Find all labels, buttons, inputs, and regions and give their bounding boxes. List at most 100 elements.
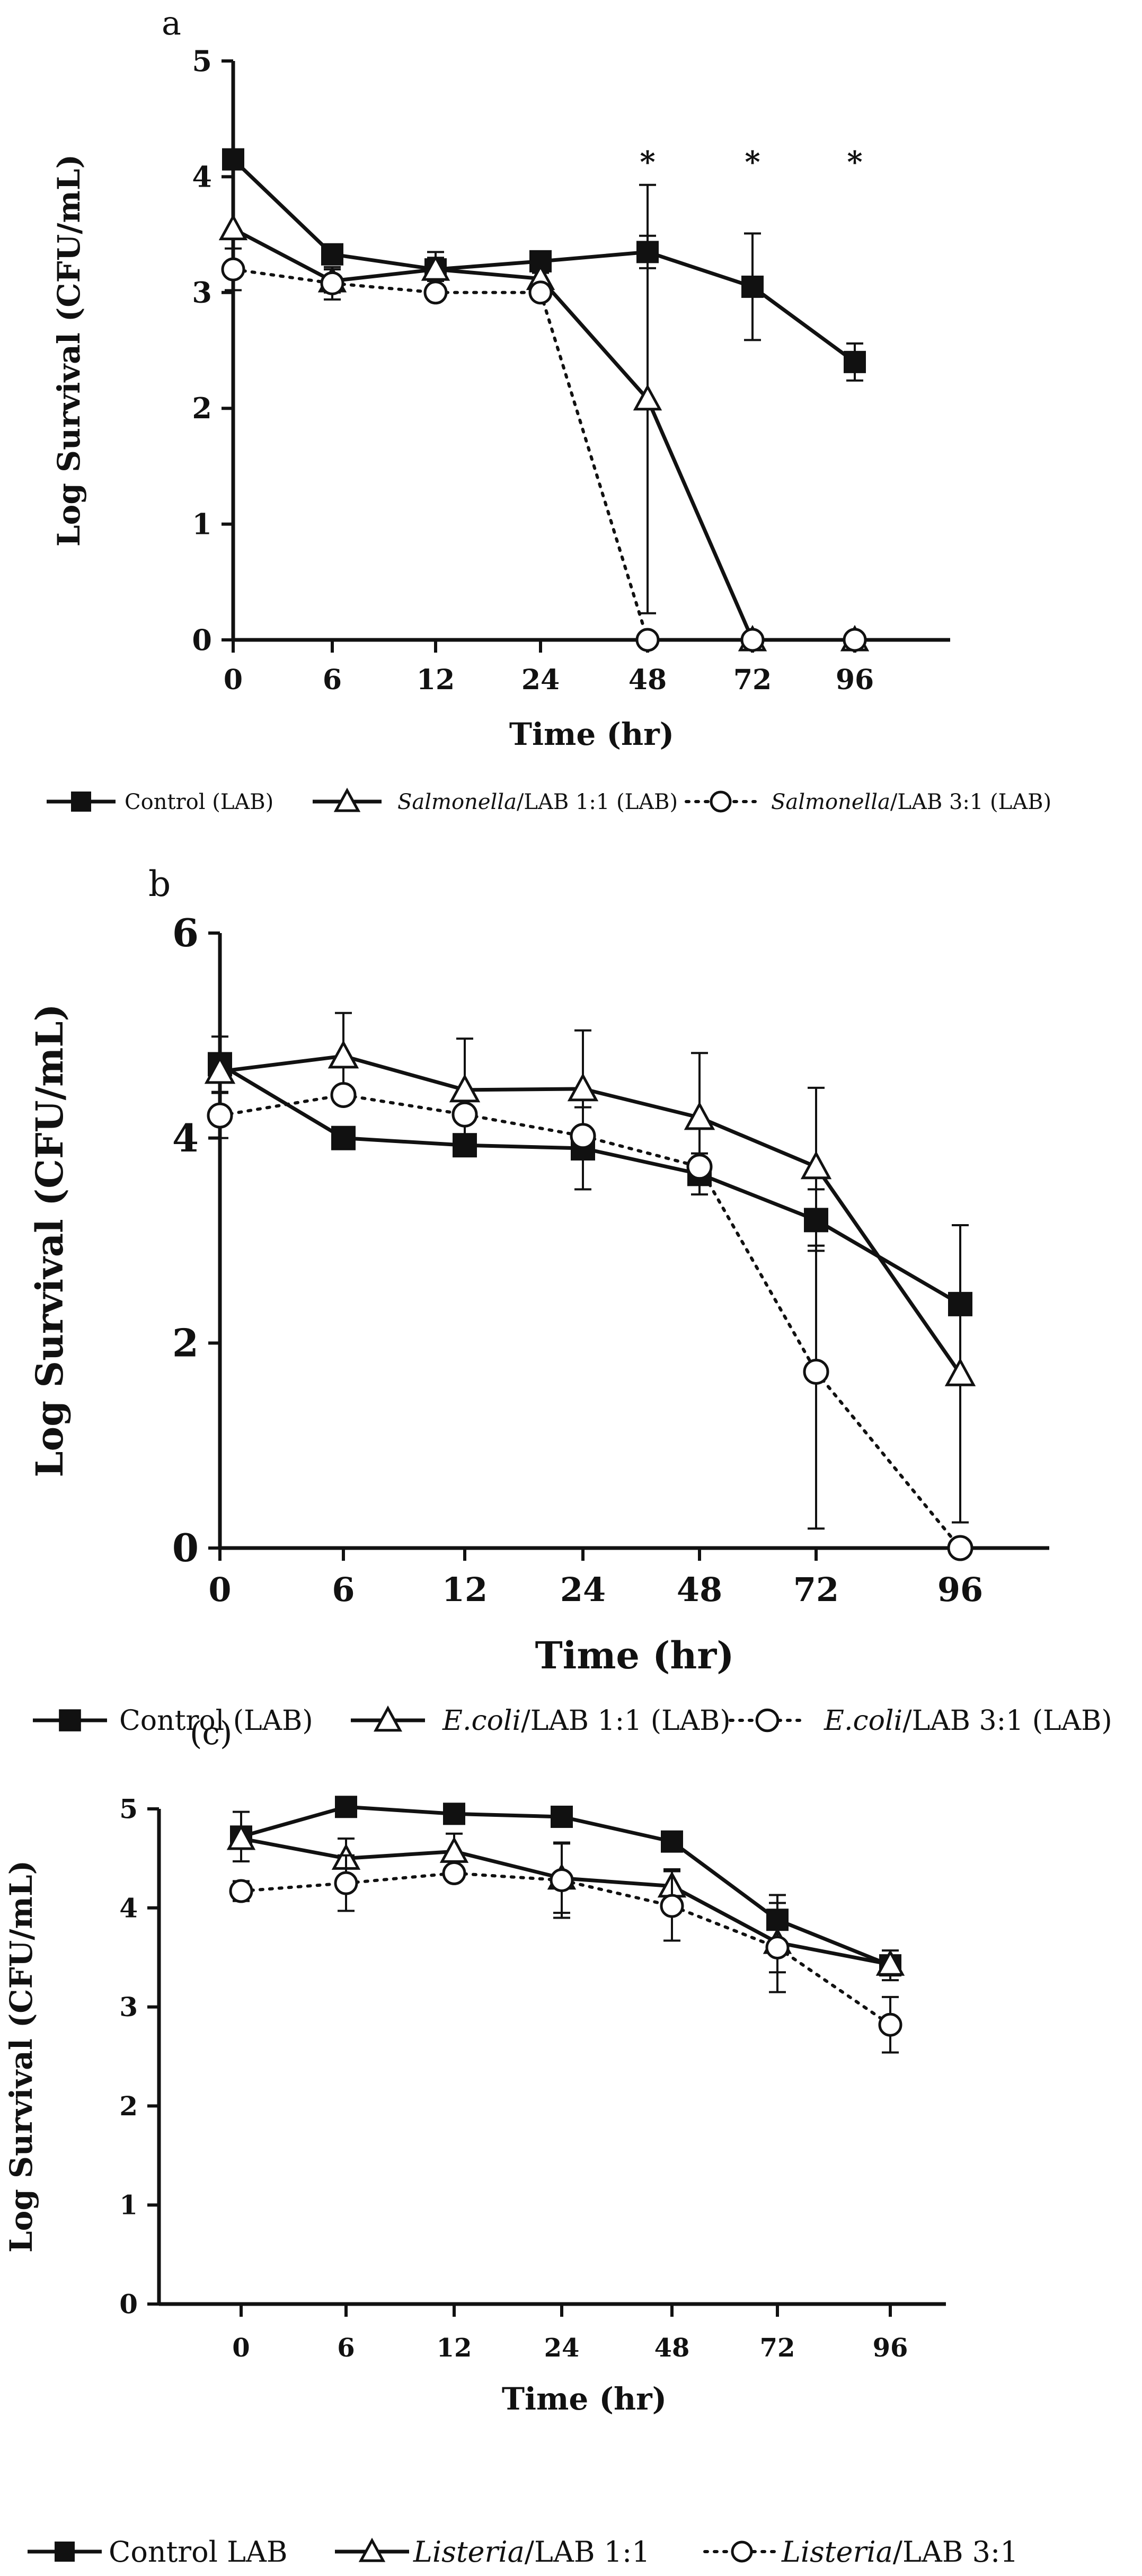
data-point-square: [443, 1803, 465, 1825]
data-point-circle: [334, 1871, 358, 1895]
x-tick-label: 48: [628, 664, 667, 696]
series-line-segment: [343, 1054, 465, 1092]
data-point-triangle: [944, 1358, 976, 1386]
x-tick-label: 6: [323, 664, 342, 696]
data-point-circle: [221, 257, 245, 282]
series-line-segment: [776, 1918, 891, 1967]
x-tick-label: 48: [677, 1570, 722, 1609]
y-tick-label: 2: [172, 1321, 199, 1366]
data-point-circle: [528, 280, 553, 305]
series-line-segment: [539, 277, 649, 401]
series-line-segment: [346, 1849, 455, 1860]
data-point-circle: [229, 1879, 253, 1903]
data-point-triangle: [800, 1150, 832, 1180]
series-1: [222, 148, 866, 382]
series-line-segment: [815, 1370, 962, 1550]
legend-marker-triangle: [333, 787, 361, 812]
data-point-circle: [320, 271, 344, 295]
legend-marker-triangle: [373, 1705, 403, 1732]
series-line-segment: [218, 1093, 345, 1118]
y-tick-label: 2: [192, 391, 212, 425]
data-point-square: [844, 350, 866, 373]
x-tick-label: 6: [337, 2333, 355, 2363]
legend-label: E.coli/LAB 1:1 (LAB): [442, 1705, 731, 1737]
x-tick-label: 0: [208, 1570, 231, 1609]
y-tick-label: 3: [119, 1991, 138, 2023]
x-tick-label: 12: [417, 664, 455, 696]
legend-marker-square: [71, 792, 91, 812]
data-point-circle: [947, 1535, 973, 1561]
data-point-square: [335, 1796, 357, 1818]
data-point-circle: [550, 1868, 574, 1892]
series-line-segment: [219, 1054, 344, 1074]
series-line-segment: [332, 252, 436, 271]
series-line-segment: [453, 1871, 563, 1882]
series-line-segment: [232, 158, 334, 256]
legend-marker-square: [59, 1709, 81, 1731]
legend-marker-circle: [731, 2540, 753, 2563]
y-tick-label: 1: [119, 2190, 138, 2221]
significance-mark: *: [847, 145, 862, 180]
data-point-triangle: [684, 1101, 715, 1130]
series-line-segment: [241, 1805, 347, 1839]
series-3: [221, 247, 867, 652]
series-line-segment: [464, 1143, 583, 1150]
series-line-segment: [698, 1165, 818, 1374]
legend-marker-triangle: [358, 2537, 386, 2562]
legend: Control (LAB) E.coli/LAB 1:1 (LAB) E.coli/…: [33, 1705, 1112, 1737]
series-2: [226, 1823, 905, 1976]
series-line-segment: [435, 259, 541, 271]
x-axis-label: Time (hr): [509, 716, 674, 752]
series-line-segment: [815, 1165, 962, 1375]
series-line-segment: [561, 1876, 672, 1888]
series-1: [208, 1035, 972, 1316]
x-tick-label: 6: [332, 1570, 355, 1609]
legend-label-italic: Salmonella: [397, 790, 517, 814]
legend-label: Control (LAB): [125, 790, 273, 814]
x-tick-label: 12: [437, 2333, 472, 2363]
data-point-circle: [740, 628, 765, 652]
series-2: [204, 1012, 976, 1524]
y-tick-label: 5: [192, 44, 212, 78]
y-tick-label: 1: [192, 507, 212, 541]
legend-label: Control (LAB): [119, 1705, 313, 1737]
series-line-segment: [776, 1946, 892, 2027]
data-point-circle: [686, 1154, 713, 1180]
series-line-segment: [332, 267, 436, 283]
x-tick-label: 96: [937, 1570, 983, 1609]
significance-mark: *: [640, 145, 655, 180]
x-tick-label: 72: [760, 2333, 795, 2363]
legend-label-text: /LAB 3:1 (LAB): [890, 790, 1051, 814]
series-line-segment: [241, 1836, 347, 1860]
legend-label-italic: Salmonella: [771, 790, 890, 814]
series-line-segment: [645, 398, 755, 641]
series-line-segment: [670, 1904, 779, 1949]
series-line-segment: [331, 282, 437, 294]
data-point-circle: [442, 1861, 466, 1885]
y-tick-label: 4: [172, 1115, 199, 1160]
x-tick-label: 0: [232, 2333, 250, 2363]
data-point-circle: [452, 1101, 478, 1128]
data-point-circle: [803, 1358, 829, 1385]
x-tick-label: 96: [836, 664, 874, 696]
y-tick-label: 2: [119, 2090, 138, 2122]
series-line-segment: [342, 1093, 466, 1116]
legend: Control (LAB) Salmonella/LAB 1:1 (LAB) Sal…: [47, 787, 1051, 814]
y-tick-label: 6: [172, 910, 199, 955]
series-line-segment: [561, 1815, 672, 1844]
series-line-segment: [815, 1218, 961, 1306]
series-line-segment: [454, 1812, 562, 1819]
data-point-square: [661, 1830, 683, 1853]
series-line-segment: [232, 268, 334, 285]
y-tick-label: 0: [119, 2289, 138, 2320]
series-line-segment: [219, 1062, 344, 1140]
legend: Control LAB Listeria/LAB 1:1 Listeria/LAB …: [28, 2535, 1019, 2569]
data-point-square: [741, 275, 764, 298]
legend-label: Salmonella/LAB 3:1 (LAB): [771, 790, 1051, 814]
legend-label-text: /LAB 3:1 (LAB): [902, 1705, 1112, 1737]
x-tick-label: 48: [654, 2333, 690, 2363]
data-point-triangle: [327, 1040, 359, 1069]
x-axis-label: Time (hr): [535, 1633, 734, 1677]
data-point-circle: [878, 2012, 902, 2037]
